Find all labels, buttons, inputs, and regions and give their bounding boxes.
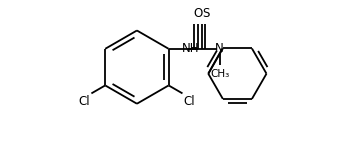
- Text: Cl: Cl: [79, 95, 91, 108]
- Text: Cl: Cl: [183, 95, 195, 108]
- Text: NH: NH: [182, 42, 199, 55]
- Text: CH₃: CH₃: [210, 69, 229, 79]
- Text: N: N: [215, 42, 224, 55]
- Text: S: S: [202, 7, 209, 20]
- Text: O: O: [193, 7, 202, 20]
